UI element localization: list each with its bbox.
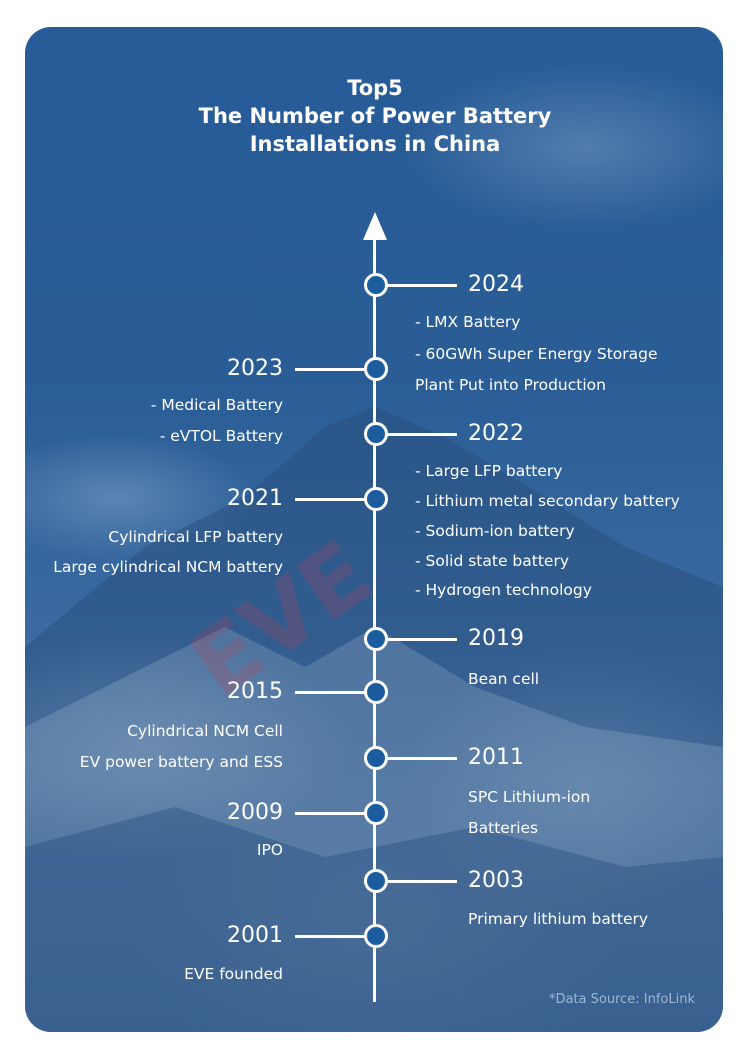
connector-line: [295, 691, 367, 694]
year-label: 2003: [468, 868, 524, 893]
title-line-1: Top5: [347, 76, 403, 100]
milestone-item: - Large LFP battery: [415, 462, 563, 480]
milestone-item: - Lithium metal secondary battery: [415, 492, 680, 510]
timeline-node: [364, 801, 388, 825]
connector-line: [295, 498, 367, 501]
milestone-item: - LMX Battery: [415, 313, 521, 331]
milestone-item: - Sodium-ion battery: [415, 522, 575, 540]
milestone-item: - eVTOL Battery: [159, 427, 283, 445]
milestone-item: EV power battery and ESS: [79, 753, 283, 771]
timeline-node: [364, 746, 388, 770]
connector-line: [295, 812, 367, 815]
year-label: 2001: [227, 923, 283, 948]
timeline-node: [364, 869, 388, 893]
timeline-node: [364, 627, 388, 651]
title-line-2: The Number of Power Battery: [198, 104, 552, 128]
milestone-item: - Solid state battery: [415, 552, 569, 570]
year-label: 2019: [468, 626, 524, 651]
connector-line: [385, 638, 457, 641]
page-title: Top5 The Number of Power Battery Install…: [0, 74, 750, 158]
milestone-item: Batteries: [468, 819, 539, 837]
timeline-node: [364, 487, 388, 511]
timeline-node: [364, 924, 388, 948]
milestone-item: EVE founded: [184, 965, 283, 983]
milestone-item: - Medical Battery: [150, 396, 283, 414]
data-source: *Data Source: InfoLink: [548, 992, 695, 1007]
year-label: 2024: [468, 272, 524, 297]
timeline-node: [364, 422, 388, 446]
milestone-item: Cylindrical NCM Cell: [127, 722, 283, 740]
timeline-axis: [373, 232, 376, 1002]
milestone-item: Plant Put into Production: [415, 376, 606, 394]
connector-line: [295, 368, 367, 371]
milestone-item: SPC Lithium-ion: [468, 788, 591, 806]
milestone-item: Primary lithium battery: [468, 910, 649, 928]
year-label: 2021: [227, 486, 283, 511]
timeline-node: [364, 357, 388, 381]
timeline-node: [364, 273, 388, 297]
milestone-item: Bean cell: [468, 670, 540, 688]
title-line-3: Installations in China: [249, 132, 501, 156]
milestone-item: - 60GWh Super Energy Storage: [415, 345, 658, 363]
connector-line: [385, 757, 457, 760]
connector-line: [385, 433, 457, 436]
connector-line: [385, 880, 457, 883]
year-label: 2023: [227, 356, 283, 381]
year-label: 2011: [468, 745, 524, 770]
milestone-item: IPO: [256, 841, 283, 859]
year-label: 2015: [227, 679, 283, 704]
connector-line: [295, 935, 367, 938]
milestone-item: - Hydrogen technology: [415, 581, 592, 599]
timeline-node: [364, 680, 388, 704]
connector-line: [385, 284, 457, 287]
year-label: 2022: [468, 421, 524, 446]
year-label: 2009: [227, 800, 283, 825]
milestone-item: Large cylindrical NCM battery: [53, 558, 283, 576]
milestone-item: Cylindrical LFP battery: [108, 528, 283, 546]
